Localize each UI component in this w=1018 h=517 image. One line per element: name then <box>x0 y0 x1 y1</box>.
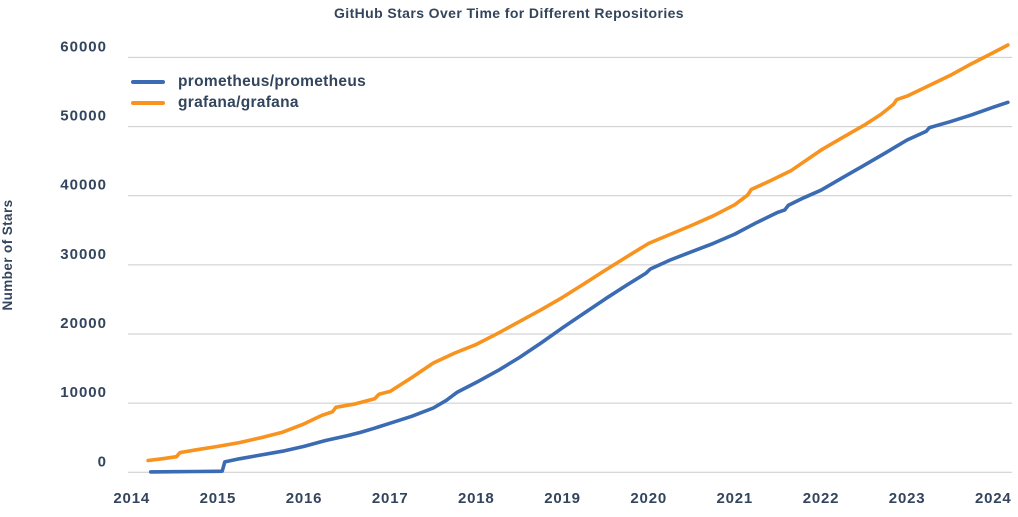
legend-item-prometheus: prometheus/prometheus <box>131 73 366 91</box>
legend: prometheus/prometheus grafana/grafana <box>131 73 366 115</box>
x-tick-label-2024: 2024 <box>975 490 1012 507</box>
x-tick-label-2014: 2014 <box>113 490 150 507</box>
y-axis-tick-labels: 0 10000 20000 30000 40000 50000 60000 <box>60 38 107 470</box>
y-tick-label-10000: 10000 <box>60 384 107 401</box>
x-tick-label-2020: 2020 <box>630 490 667 507</box>
y-tick-label-40000: 40000 <box>60 177 107 194</box>
legend-label-prometheus: prometheus/prometheus <box>178 73 367 90</box>
x-tick-label-2017: 2017 <box>372 490 409 507</box>
x-tick-label-2023: 2023 <box>889 490 926 507</box>
gridlines <box>128 56 1012 473</box>
legend-item-grafana: grafana/grafana <box>131 94 366 112</box>
chart-title: GitHub Stars Over Time for Different Rep… <box>334 5 684 21</box>
x-tick-label-2019: 2019 <box>544 490 581 507</box>
y-axis-label: Number of Stars <box>0 199 15 311</box>
x-axis-tick-labels: 2014 2015 2016 2017 2018 2019 2020 2021 2022 2023… <box>113 490 1012 507</box>
prometheus-line <box>148 100 1010 474</box>
x-tick-label-2022: 2022 <box>803 490 840 507</box>
y-tick-label-60000: 60000 <box>60 38 107 55</box>
x-tick-label-2018: 2018 <box>458 490 495 507</box>
y-tick-label-50000: 50000 <box>60 108 107 125</box>
grafana-line-swatch <box>131 101 165 105</box>
grafana-line <box>146 43 1010 463</box>
prometheus-line-swatch <box>131 80 165 84</box>
x-tick-label-2016: 2016 <box>286 490 323 507</box>
y-tick-label-0: 0 <box>98 453 107 470</box>
y-tick-label-20000: 20000 <box>60 315 107 332</box>
series-lines <box>146 43 1010 474</box>
x-tick-label-2015: 2015 <box>200 490 237 507</box>
y-tick-label-30000: 30000 <box>60 246 107 263</box>
x-tick-label-2021: 2021 <box>717 490 754 507</box>
legend-label-grafana: grafana/grafana <box>178 94 299 111</box>
